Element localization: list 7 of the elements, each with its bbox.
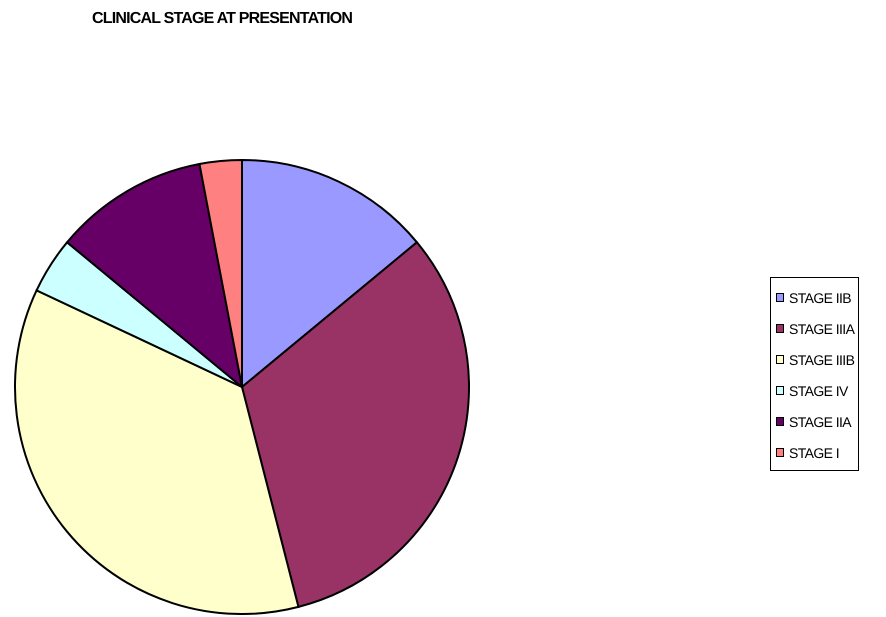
legend-label: STAGE IV (789, 382, 848, 398)
legend-label: STAGE IIA (789, 414, 852, 430)
chart-title: CLINICAL STAGE AT PRESENTATION (92, 10, 352, 28)
legend-label: STAGE IIIA (789, 320, 854, 336)
legend-label: STAGE I (789, 444, 839, 460)
legend-label: STAGE IIIB (789, 352, 854, 368)
legend-label: STAGE IIB (789, 290, 852, 306)
